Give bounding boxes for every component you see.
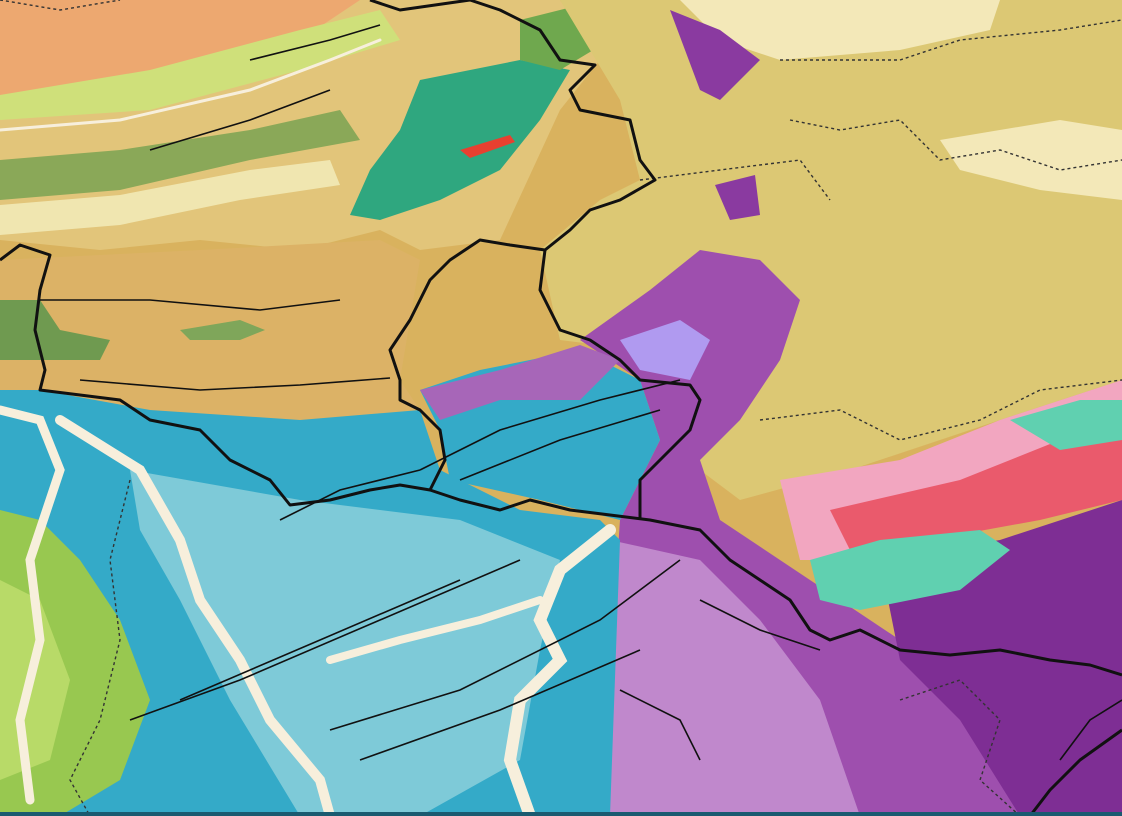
region-olive-band — [0, 110, 360, 200]
region-mint-north-east — [1010, 400, 1122, 450]
river-central — [55, 415, 335, 816]
river-upper — [0, 38, 382, 132]
region-purple-over-blue — [420, 345, 620, 420]
region-northeast-plateau — [540, 0, 1122, 500]
region-light-blue — [130, 470, 560, 816]
region-cream-band — [0, 160, 340, 235]
bottom-bar — [0, 812, 1122, 816]
region-lilac-south — [600, 540, 860, 816]
boundary-north-central — [369, 0, 702, 520]
region-green-lens — [180, 320, 265, 340]
fault-line — [699, 599, 821, 651]
admin-boundary — [780, 19, 1122, 61]
boundary-central-block — [388, 238, 1122, 677]
fault-line — [459, 409, 661, 481]
river-east — [503, 524, 616, 816]
fault-line — [359, 649, 641, 761]
region-lavender — [620, 320, 710, 380]
river-west — [0, 405, 65, 805]
region-mint-east — [810, 530, 1010, 610]
fault-line — [40, 299, 341, 311]
fault-line — [179, 579, 461, 701]
region-red-lens — [460, 135, 515, 158]
fault-line — [79, 377, 391, 391]
region-purple-north — [670, 10, 760, 100]
admin-boundary — [789, 119, 1122, 171]
region-purple-small — [715, 175, 760, 220]
fault-line — [149, 89, 331, 151]
region-cream-patches — [940, 120, 1122, 200]
admin-boundary — [639, 159, 831, 201]
region-olive-west — [0, 300, 110, 360]
region-teal-uplift — [350, 60, 570, 220]
region-orange-north — [0, 0, 360, 100]
boundary-southeast — [1028, 728, 1122, 816]
admin-boundary — [69, 479, 131, 816]
fault-line — [619, 689, 701, 761]
fault-line — [1059, 699, 1122, 761]
boundary-west — [0, 243, 431, 507]
fault-line — [329, 559, 681, 731]
admin-boundary — [759, 379, 1122, 441]
fault-line — [129, 559, 521, 721]
river-branch — [326, 596, 544, 664]
fault-line — [279, 469, 421, 521]
admin-boundary — [0, 0, 121, 11]
rivers — [0, 38, 616, 816]
fault-line — [419, 379, 681, 471]
region-light-green-band — [0, 10, 400, 120]
fault-line — [249, 24, 381, 61]
region-cream-north — [680, 0, 1000, 60]
faults — [40, 24, 1122, 761]
admin-boundary — [899, 679, 1021, 816]
region-red-east — [830, 420, 1122, 550]
